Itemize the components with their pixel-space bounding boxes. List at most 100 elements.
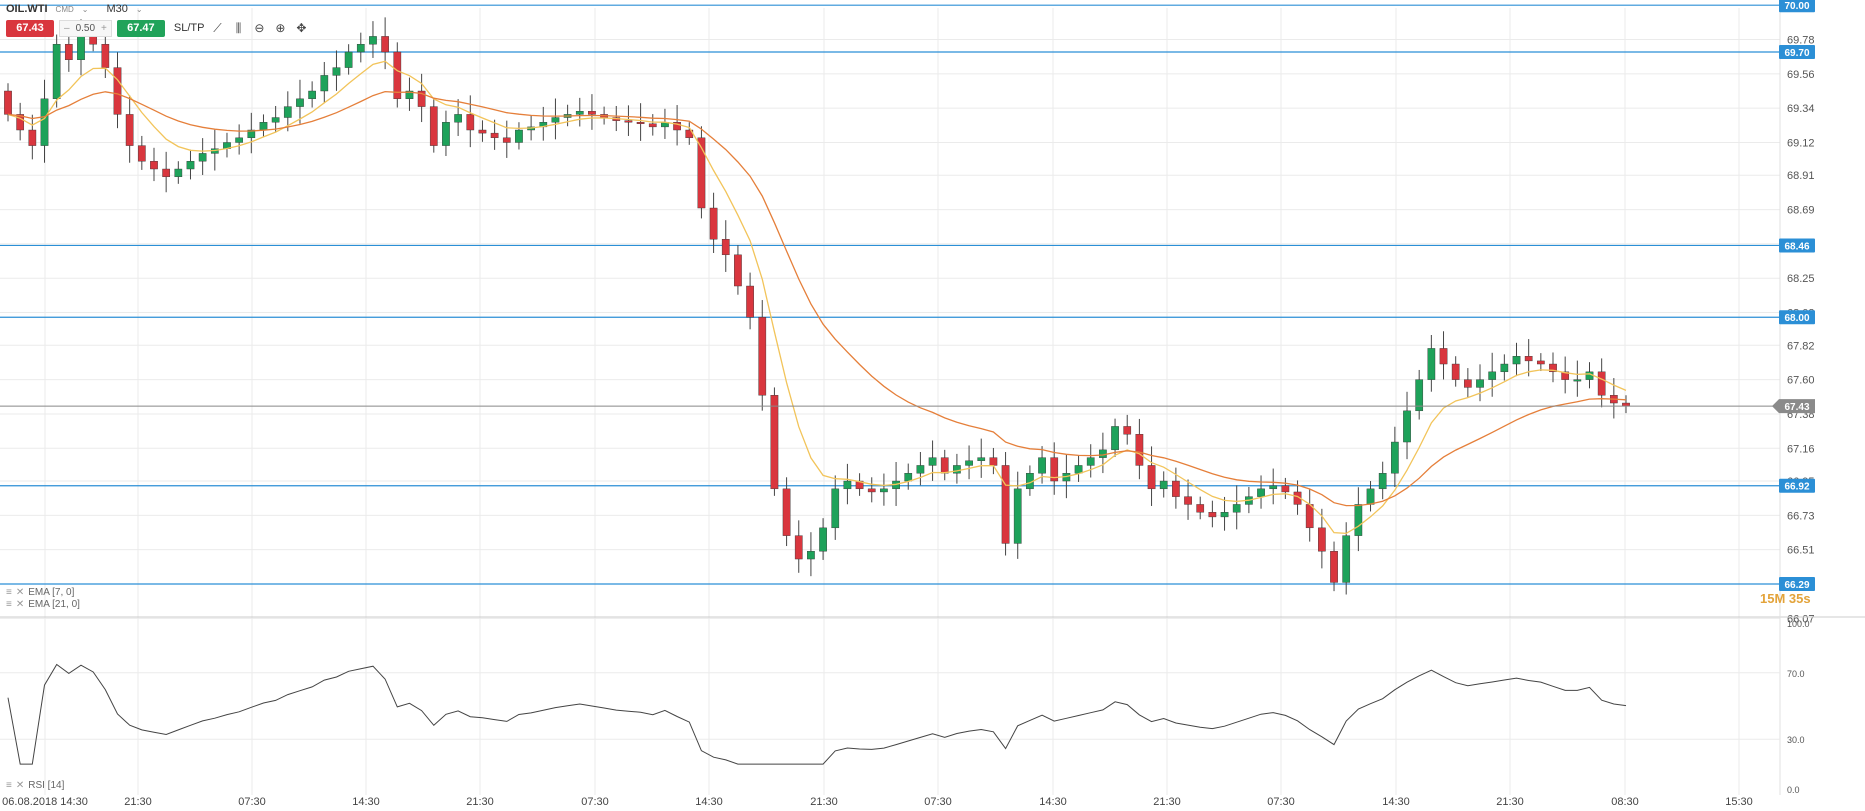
candle-body (588, 111, 596, 115)
candle-body (1281, 485, 1290, 493)
level-label-bg (1779, 0, 1815, 13)
chevron-down-icon[interactable]: ⌄ (81, 4, 89, 14)
volume-plus-button[interactable]: + (101, 22, 107, 34)
x-tick-label: 07:30 (238, 796, 266, 808)
x-tick-label: 06.08.2018 14:30 (2, 796, 88, 808)
zoom-in-icon[interactable]: ⊕ (275, 21, 286, 35)
candle-body (1354, 504, 1363, 536)
candle-body (1488, 371, 1497, 380)
volume-input[interactable]: – 0.50 + (59, 19, 112, 37)
volume-value[interactable]: 0.50 (75, 22, 96, 34)
candle-body (989, 457, 998, 466)
candle-body (1305, 504, 1314, 529)
candle-body (466, 114, 475, 131)
candle-body (1172, 480, 1180, 497)
menu-icon[interactable]: ≡ (6, 780, 12, 791)
x-tick-label: 15:30 (1725, 796, 1753, 808)
candle-body (1463, 379, 1472, 388)
candle-body (478, 129, 487, 134)
candles-icon[interactable]: ⫼ (235, 20, 242, 35)
candle-body (1561, 371, 1570, 380)
legend-rsi[interactable]: ≡ ✕ RSI [14] (6, 780, 64, 791)
candle-body (308, 90, 316, 100)
x-tick-label: 07:30 (581, 796, 609, 808)
candle-body (1147, 465, 1156, 490)
candle-body (28, 129, 37, 146)
candle-body (405, 90, 414, 100)
candle-body (247, 129, 256, 139)
close-icon[interactable]: ✕ (15, 780, 25, 791)
ema-slow-line (7, 90, 1627, 507)
candle-body (1099, 449, 1107, 458)
chevron-down-icon[interactable]: ⌄ (135, 4, 143, 14)
timeframe-selector[interactable]: M30 (106, 3, 128, 15)
candle-body (1451, 363, 1460, 380)
symbol-row: OIL.WTI CMD ⌄ M30 ⌄ (6, 2, 143, 16)
line-tool-icon[interactable]: ⟋ (213, 20, 222, 35)
volume-minus-button[interactable]: – (64, 22, 70, 34)
zoom-out-icon[interactable]: ⊖ (254, 21, 265, 35)
candle-body (1232, 504, 1241, 513)
menu-icon[interactable]: ≡ (6, 599, 12, 610)
candle-body (1427, 348, 1436, 380)
candle-body (344, 51, 353, 68)
candle-body (502, 137, 511, 143)
candle-body (1208, 512, 1217, 518)
close-icon[interactable]: ✕ (15, 599, 25, 610)
candle-body (819, 527, 827, 552)
candle-body (697, 137, 706, 209)
level-label-bg (1779, 310, 1815, 325)
crosshair-icon[interactable]: ✥ (296, 21, 307, 35)
candle-body (867, 488, 876, 493)
candle-body (1597, 371, 1606, 396)
current-price-tag (1772, 399, 1815, 414)
candle-body (782, 488, 791, 536)
candle-countdown: 15M 35s (1760, 591, 1811, 606)
candle-body (442, 122, 450, 146)
sell-button[interactable]: 67.43 (6, 19, 54, 37)
candle-body (1342, 535, 1351, 583)
menu-icon[interactable]: ≡ (6, 587, 12, 598)
x-tick-label: 21:30 (1496, 796, 1524, 808)
candle-body (916, 465, 925, 474)
candle-body (162, 168, 170, 178)
legend-ema-fast[interactable]: ≡ ✕ EMA [7, 0] (6, 587, 74, 598)
buy-button[interactable]: 67.47 (116, 19, 165, 37)
legend-ema-slow[interactable]: ≡ ✕ EMA [21, 0] (6, 599, 80, 610)
x-tick-label: 14:30 (352, 796, 380, 808)
rsi-tick-label: 100.0 (1787, 619, 1810, 629)
candle-body (904, 473, 913, 482)
level-label: 66.29 (1784, 580, 1809, 591)
rsi-tick-label: 0.0 (1787, 785, 1800, 795)
symbol-name[interactable]: OIL.WTI (6, 3, 48, 15)
sltp-button[interactable]: SL/TP (173, 22, 205, 34)
x-tick-label: 14:30 (1382, 796, 1410, 808)
candle-body (1257, 488, 1265, 497)
candle-body (1111, 426, 1119, 451)
candle-body (296, 98, 304, 107)
candle-body (1013, 488, 1022, 544)
candle-body (454, 114, 462, 123)
candle-body (150, 161, 158, 170)
candle-body (1038, 457, 1046, 474)
candle-body (965, 460, 973, 466)
candle-body (40, 98, 49, 146)
level-label-bg (1779, 238, 1815, 253)
symbol-type: CMD (55, 4, 74, 14)
x-tick-label: 08:30 (1611, 796, 1639, 808)
y-tick-label: 68.25 (1787, 273, 1815, 285)
candle-body (137, 145, 146, 162)
ema-slow-label: EMA [21, 0] (28, 599, 80, 610)
candle-body (1415, 379, 1424, 412)
level-label-bg (1779, 478, 1815, 493)
rsi-tick-label: 30.0 (1787, 735, 1805, 745)
level-label: 68.00 (1784, 313, 1809, 324)
x-tick-label: 14:30 (695, 796, 723, 808)
close-icon[interactable]: ✕ (15, 587, 25, 598)
x-tick-label: 21:30 (1153, 796, 1181, 808)
y-tick-label: 66.73 (1787, 510, 1815, 522)
candle-body (320, 75, 329, 92)
y-tick-label: 69.12 (1787, 137, 1815, 149)
